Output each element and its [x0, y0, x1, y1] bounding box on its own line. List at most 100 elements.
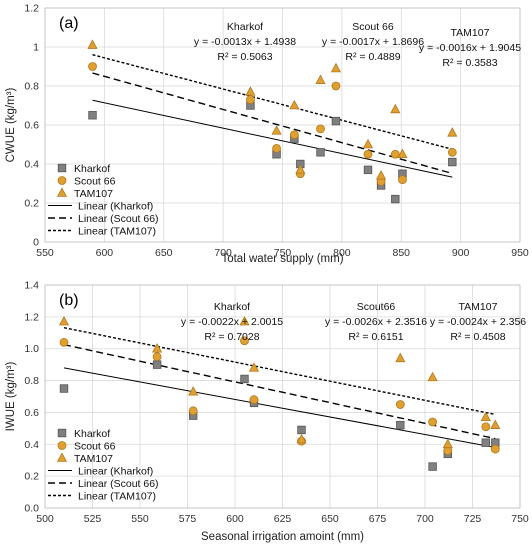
x-tick-label: 900	[452, 247, 470, 259]
equation-annotation: TAM107	[451, 27, 490, 39]
plot-area-frame	[44, 284, 521, 509]
data-point-triangle	[330, 62, 342, 73]
x-tick-label: 650	[321, 513, 339, 525]
equation-annotation: TAM107	[459, 301, 498, 313]
data-point-triangle	[390, 103, 401, 114]
y-tick-label: 0	[33, 237, 39, 249]
x-tick-label: 625	[274, 513, 292, 525]
legend-label: Linear (TAM107)	[78, 490, 156, 502]
data-point-circle	[363, 149, 373, 159]
data-point-circle	[249, 395, 259, 405]
equation-annotation: Scout 66	[352, 21, 394, 33]
data-point-circle	[481, 422, 491, 432]
y-tick-label: 0.4	[24, 159, 39, 171]
data-point-triangle	[427, 371, 438, 382]
trendline-solid	[63, 367, 496, 448]
data-point-triangle	[245, 86, 256, 96]
data-point-triangle	[239, 315, 250, 326]
x-tick-label: 525	[84, 513, 102, 525]
data-point-circle	[395, 400, 405, 409]
data-point-triangle	[248, 362, 260, 372]
data-point-square	[316, 148, 325, 157]
equation-annotation: y = -0.0024x + 2.356	[430, 316, 526, 328]
legend-marker-square	[57, 163, 67, 173]
data-point-triangle	[152, 343, 163, 353]
y-tick-label: 0.8	[24, 81, 39, 93]
x-tick-label: 750	[274, 247, 292, 259]
trendline-dotted	[63, 327, 496, 416]
x-tick-label: 675	[369, 513, 387, 525]
x-tick-label: 800	[333, 247, 351, 259]
equation-annotation: R² = 0.3583	[442, 57, 497, 69]
data-point-square	[152, 360, 162, 369]
equation-annotation: R² = 0.4508	[450, 331, 505, 343]
data-point-circle	[188, 406, 198, 416]
y-tick-label: 1.2	[24, 3, 39, 15]
data-point-square	[396, 420, 405, 430]
data-point-triangle	[442, 438, 453, 449]
data-point-circle	[59, 337, 69, 347]
data-point-circle	[88, 62, 97, 71]
legend-label: Linear (Kharkof)	[78, 200, 153, 212]
equation-annotation: y = -0.0026x + 2.3516	[325, 316, 427, 328]
data-point-square	[59, 384, 69, 393]
data-point-circle	[316, 124, 325, 134]
legend-marker-triangle	[56, 187, 68, 197]
legend-label: Linear (Scout 66)	[78, 213, 159, 225]
data-point-square	[88, 111, 97, 120]
equation-annotation: R² = 0.7028	[204, 331, 259, 343]
x-tick-label: 700	[416, 513, 434, 525]
trendline-solid	[92, 99, 453, 178]
x-tick-label: 550	[36, 247, 54, 259]
data-point-triangle	[447, 127, 458, 137]
data-point-circle	[398, 175, 407, 185]
x-axis-label: Seasonal irrigation amoint (mm)	[201, 531, 364, 543]
y-axis-label: IWUE (kg/m³)	[5, 362, 17, 432]
equation-annotation: y = -0.0016x + 1.9045	[419, 42, 521, 54]
y-tick-label: 1.0	[24, 343, 39, 355]
data-point-square	[428, 462, 437, 471]
data-point-triangle	[397, 148, 408, 159]
chart-panel-a: 0 0.2 0.4 0.6 0.8 1 1.2 550 600 650 700 750 800 850 90…	[5, 3, 529, 266]
legend-marker-circle	[57, 176, 67, 185]
data-point-square	[448, 157, 457, 167]
data-point-square	[331, 116, 341, 126]
data-point-circle	[390, 149, 400, 159]
data-point-circle	[246, 95, 255, 105]
legend-marker-circle	[57, 441, 67, 450]
legend-label: Kharkof	[74, 428, 110, 440]
x-tick-label: 550	[131, 513, 149, 525]
y-tick-label: 0.2	[24, 471, 39, 483]
panel-label: (a)	[59, 15, 79, 32]
y-tick-label: 0.6	[24, 407, 39, 419]
plot-area-frame	[44, 7, 521, 243]
data-point-circle	[331, 81, 341, 91]
y-tick-label: 0.0	[24, 503, 39, 515]
data-point-square	[297, 425, 306, 435]
data-point-circle	[428, 417, 438, 427]
x-tick-label: 650	[155, 247, 173, 259]
data-point-circle	[240, 336, 249, 346]
x-tick-label: 600	[96, 247, 114, 259]
equation-annotation: R² = 0.6151	[348, 331, 403, 343]
x-tick-label: 575	[179, 513, 197, 525]
data-point-triangle	[271, 125, 282, 135]
data-point-circle	[447, 147, 457, 157]
x-tick-label: 600	[226, 513, 244, 525]
legend-label: Linear (Scout 66)	[78, 478, 159, 490]
data-point-triangle	[490, 419, 501, 429]
data-point-triangle	[362, 138, 374, 149]
legend-label: Linear (Kharkof)	[78, 465, 153, 477]
x-tick-label: 500	[36, 513, 54, 525]
data-point-circle	[152, 352, 162, 362]
data-point-circle	[490, 444, 500, 454]
legend-marker-square	[57, 428, 67, 438]
legend-label: TAM107	[74, 453, 113, 465]
x-tick-label: 700	[214, 247, 232, 259]
equation-annotation: y = -0.0013x + 1.4938	[194, 36, 296, 48]
data-point-circle	[272, 143, 281, 153]
